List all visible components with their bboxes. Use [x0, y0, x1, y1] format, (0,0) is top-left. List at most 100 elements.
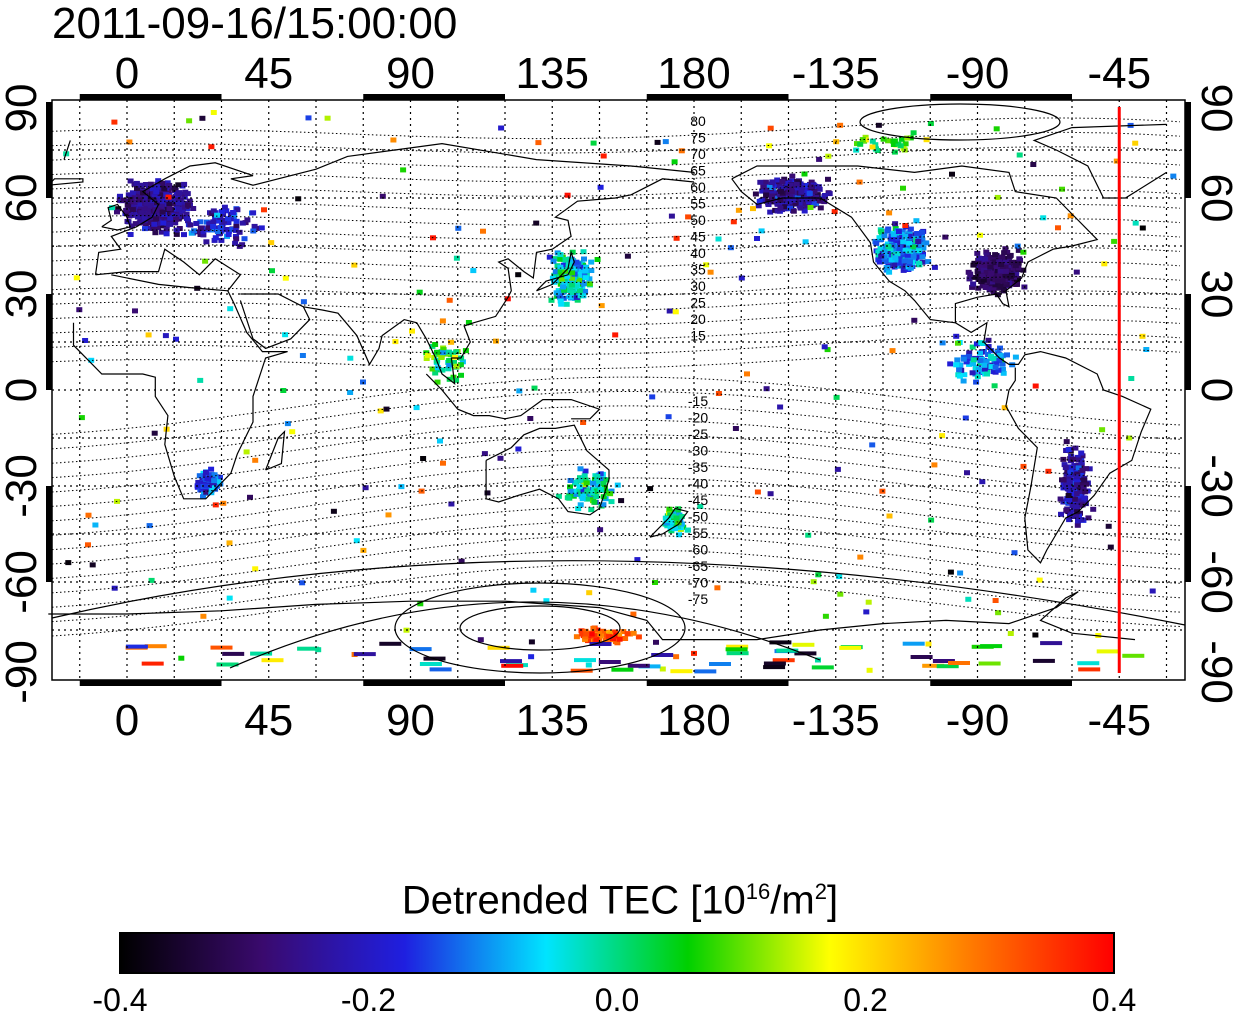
tec-cell — [85, 542, 91, 548]
tec-cell — [136, 197, 143, 203]
tec-cell — [282, 332, 289, 338]
tec-cell — [796, 197, 803, 203]
tec-cell — [233, 218, 240, 224]
tec-cell — [330, 508, 337, 514]
tec-cell — [910, 253, 917, 259]
tec-cell — [994, 194, 1001, 200]
lon-tick-label-top: 180 — [657, 49, 730, 98]
tec-cell — [1105, 523, 1112, 529]
tec-cell — [567, 488, 574, 494]
tec-cell — [530, 587, 537, 593]
tec-cell — [1078, 450, 1085, 456]
tec-cell — [822, 613, 829, 619]
tec-cell — [1081, 477, 1088, 483]
tec-cell — [202, 258, 209, 264]
tec-cell — [178, 655, 185, 661]
tec-cell — [970, 281, 977, 287]
tec-cell — [811, 188, 818, 194]
coastlines — [47, 123, 1167, 641]
tec-cell — [980, 277, 987, 283]
tec-cell — [434, 349, 440, 355]
tec-cell — [963, 359, 970, 365]
tec-cell — [208, 144, 215, 150]
tec-cell — [576, 477, 583, 483]
tec-cell — [258, 225, 265, 231]
tec-cell — [885, 243, 892, 249]
tec-cell — [955, 340, 961, 346]
tec-cell — [750, 206, 756, 212]
tec-cell — [883, 265, 890, 271]
tec-cell — [588, 268, 595, 273]
tec-cell — [810, 579, 817, 585]
tec-cell — [1004, 249, 1011, 255]
tec-cell — [347, 355, 354, 361]
tec-cell — [219, 222, 226, 228]
contour-label: 20 — [690, 311, 706, 327]
tec-cell — [983, 270, 990, 276]
tec-cell — [920, 251, 926, 257]
tec-cell — [1073, 269, 1080, 275]
tec-cell — [931, 264, 938, 270]
tec-cell — [651, 653, 674, 657]
tec-cell — [173, 231, 180, 237]
tec-cell — [155, 220, 161, 226]
tec-cell — [989, 255, 996, 260]
tec-cell — [1122, 653, 1145, 658]
tec-cell — [165, 194, 172, 200]
magnetic-contour — [51, 275, 1181, 298]
tec-cell — [757, 179, 764, 185]
tec-cell — [793, 181, 800, 187]
tec-cell — [1014, 281, 1020, 287]
tec-cell — [980, 644, 1003, 649]
tec-cell — [965, 353, 972, 359]
lon-tick-label-bottom: -135 — [792, 696, 880, 745]
tec-cell — [987, 264, 994, 270]
tec-cell — [167, 221, 174, 227]
tec-cell — [409, 328, 415, 334]
tec-cell — [763, 192, 770, 198]
tec-cell — [582, 628, 589, 634]
frame-band — [930, 680, 1072, 686]
tec-cell — [299, 353, 306, 358]
tec-cell — [815, 657, 821, 663]
tec-cell — [978, 661, 1001, 666]
tec-cell — [659, 666, 666, 672]
tec-cell — [993, 361, 1000, 367]
tec-cell — [484, 490, 491, 496]
tec-cell — [1063, 507, 1070, 513]
coastline — [485, 424, 610, 516]
frame-band — [646, 680, 789, 686]
tec-cell — [833, 394, 840, 400]
tec-cell — [672, 309, 679, 315]
magnetic-contour — [51, 189, 1181, 212]
tec-cell — [918, 241, 925, 247]
tec-cell — [744, 371, 750, 377]
tec-cell — [558, 276, 565, 282]
tec-cell — [588, 631, 595, 637]
tec-cell — [1075, 465, 1082, 471]
tec-cell — [988, 348, 995, 354]
tec-cell — [553, 290, 560, 296]
tec-cell — [983, 263, 990, 269]
coastline — [72, 290, 288, 500]
tec-cell — [576, 487, 583, 493]
lon-tick-label-top: 45 — [244, 49, 293, 98]
tec-cell — [1032, 658, 1055, 663]
tec-cell — [155, 178, 162, 184]
tec-cell — [915, 239, 922, 244]
tec-cell — [573, 634, 580, 640]
tec-cell — [839, 645, 862, 650]
contour-label: -20 — [688, 410, 708, 426]
tec-cell — [557, 298, 564, 304]
tec-cell — [531, 385, 538, 391]
tec-cell — [956, 362, 963, 368]
tec-cell — [600, 628, 607, 634]
tec-cell — [212, 235, 219, 241]
tec-cell — [448, 339, 455, 345]
tec-cell — [1082, 489, 1089, 495]
frame-band — [46, 486, 52, 582]
tec-cell — [1004, 352, 1010, 358]
tec-cell — [889, 348, 896, 354]
tec-cell — [431, 355, 438, 360]
tec-cell — [477, 637, 484, 643]
